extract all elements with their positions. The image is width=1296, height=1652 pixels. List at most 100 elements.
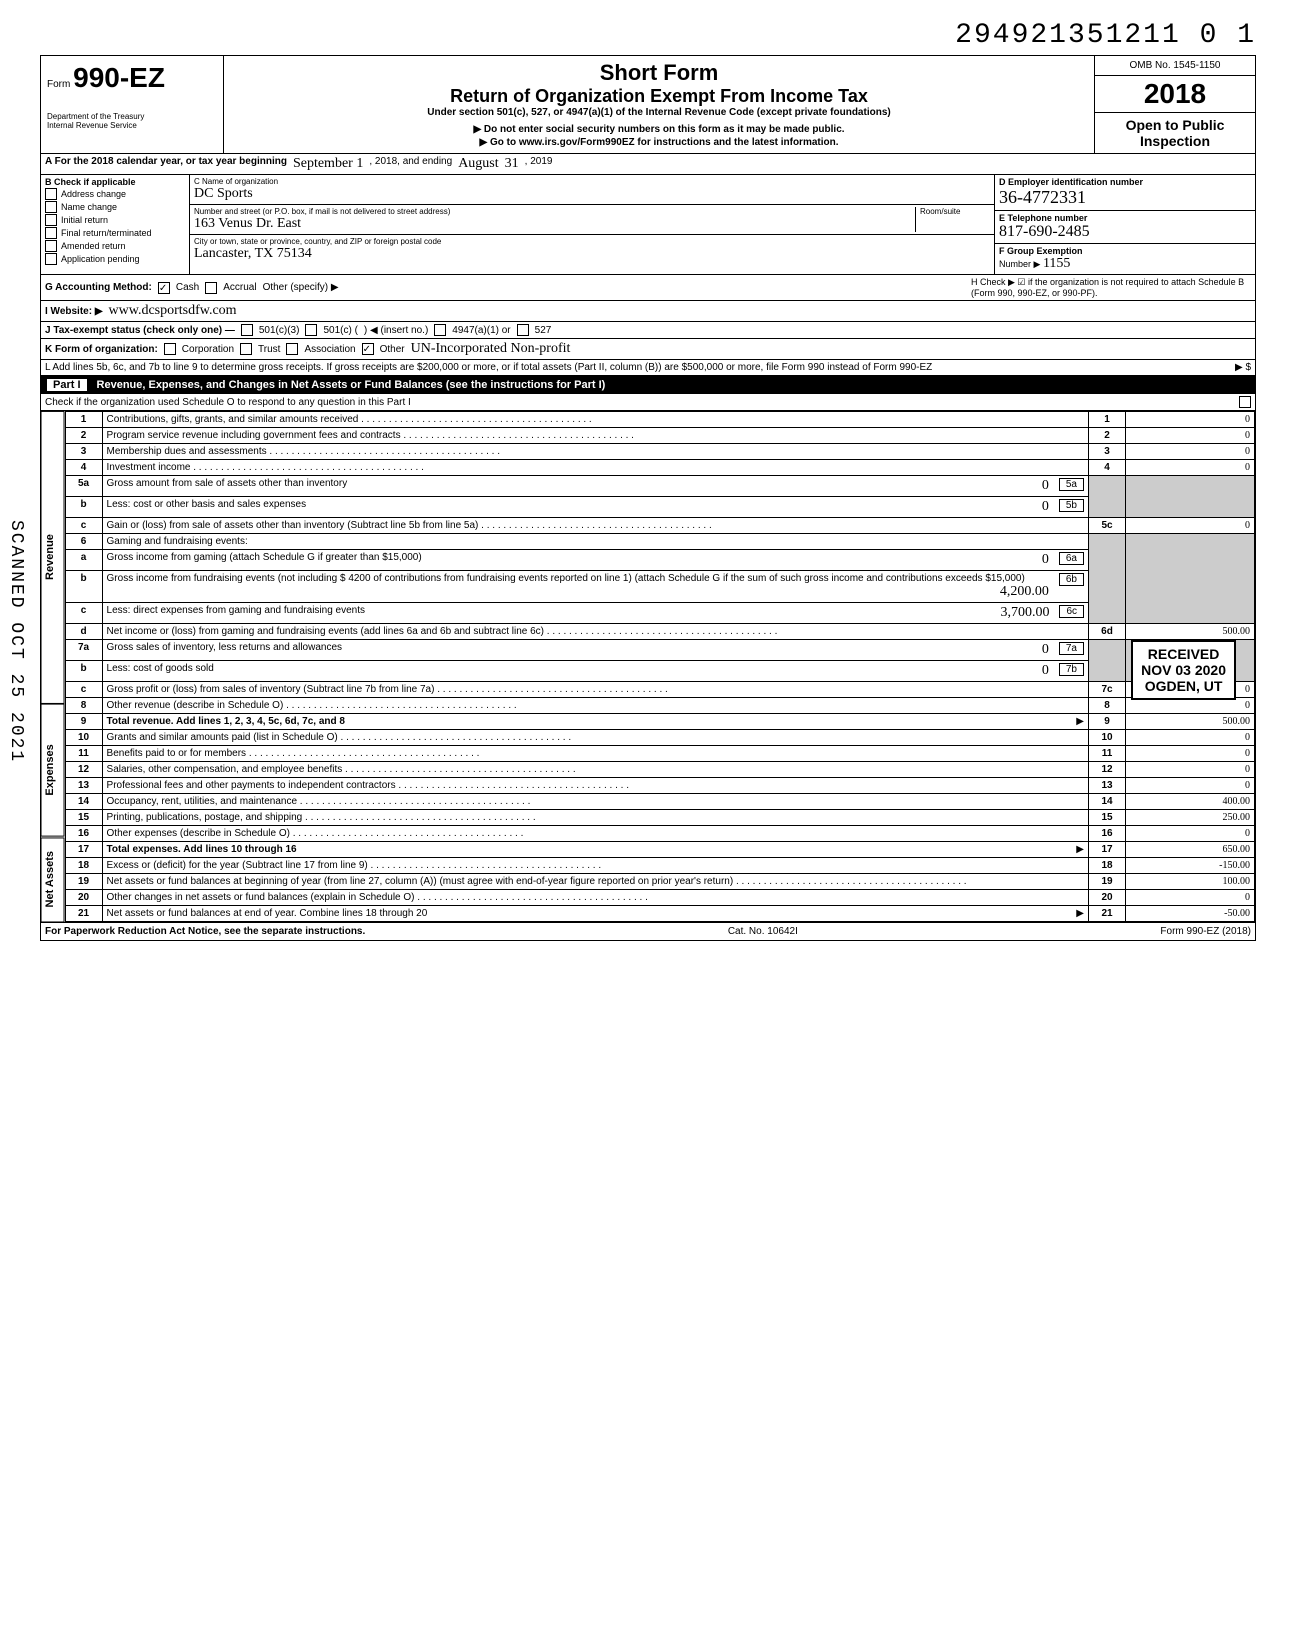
org-name: DC Sports xyxy=(194,186,990,202)
chk-initial-return[interactable] xyxy=(45,214,57,226)
inspection: Inspection xyxy=(1099,133,1251,149)
k-o1: Corporation xyxy=(182,344,234,355)
part1-label: Part I xyxy=(47,379,87,391)
l-arrow: ▶ $ xyxy=(1235,362,1251,373)
row-a-endyear: , 2019 xyxy=(525,156,553,172)
chk-final-return[interactable] xyxy=(45,227,57,239)
header-center: Short Form Return of Organization Exempt… xyxy=(224,56,1095,153)
j-label: J Tax-exempt status (check only one) — xyxy=(45,325,235,336)
side-expenses: Expenses xyxy=(41,704,65,837)
org-city: Lancaster, TX 75134 xyxy=(194,246,990,262)
b-item-3: Final return/terminated xyxy=(61,228,152,238)
c-street-label: Number and street (or P.O. box, if mail … xyxy=(194,207,909,216)
j-o2b: ) ◀ (insert no.) xyxy=(364,325,428,336)
row-g-accounting: G Accounting Method: ✓ Cash Accrual Other… xyxy=(41,275,1255,301)
b-item-1: Name change xyxy=(61,202,117,212)
side-net-assets: Net Assets xyxy=(41,837,65,922)
part1-check-text: Check if the organization used Schedule … xyxy=(45,397,411,408)
j-o1: 501(c)(3) xyxy=(259,325,300,336)
warning-ssn: ▶ Do not enter social security numbers o… xyxy=(230,124,1088,135)
i-label: I Website: ▶ xyxy=(45,306,103,317)
chk-address-change[interactable] xyxy=(45,188,57,200)
l-text: L Add lines 5b, 6c, and 7b to line 9 to … xyxy=(45,362,932,373)
chk-accrual[interactable] xyxy=(205,282,217,294)
h-text: H Check ▶ ☑ if the organization is not r… xyxy=(971,277,1251,298)
footer-left: For Paperwork Reduction Act Notice, see … xyxy=(45,926,365,937)
title-short-form: Short Form xyxy=(230,60,1088,86)
chk-501c[interactable] xyxy=(305,324,317,336)
g-cash: Cash xyxy=(176,282,199,293)
c-city-label: City or town, state or province, country… xyxy=(194,237,990,246)
chk-trust[interactable] xyxy=(240,343,252,355)
form-990ez: Form 990-EZ Department of the Treasury I… xyxy=(40,55,1256,941)
subtitle: Under section 501(c), 527, or 4947(a)(1)… xyxy=(230,107,1088,118)
k-value: UN-Incorporated Non-profit xyxy=(411,341,571,357)
row-k-form-org: K Form of organization: Corporation Trus… xyxy=(41,339,1255,360)
document-number: 294921351211 0 1 xyxy=(40,20,1256,51)
k-o2: Trust xyxy=(258,344,280,355)
j-o3: 4947(a)(1) or xyxy=(452,325,510,336)
chk-501c3[interactable] xyxy=(241,324,253,336)
line-6c: cLess: direct expenses from gaming and f… xyxy=(65,603,1254,624)
title-return: Return of Organization Exempt From Incom… xyxy=(230,86,1088,107)
g-accrual: Accrual xyxy=(223,282,256,293)
chk-527[interactable] xyxy=(517,324,529,336)
line-5a: 5aGross amount from sale of assets other… xyxy=(65,476,1254,497)
g-other: Other (specify) ▶ xyxy=(263,282,339,293)
line-18: 18Excess or (deficit) for the year (Subt… xyxy=(65,858,1254,874)
b-header: B Check if applicable xyxy=(45,177,136,187)
b-item-0: Address change xyxy=(61,189,126,199)
col-b-checks: B Check if applicable Address change Nam… xyxy=(41,175,190,274)
line-6: 6Gaming and fundraising events: xyxy=(65,534,1254,550)
part1-header: Part I Revenue, Expenses, and Changes in… xyxy=(41,376,1255,394)
f-label: F Group Exemption xyxy=(999,246,1083,256)
line-5c: cGain or (loss) from sale of assets othe… xyxy=(65,518,1254,534)
line-7a: 7aGross sales of inventory, less returns… xyxy=(65,640,1254,661)
chk-other-org[interactable]: ✓ xyxy=(362,343,374,355)
chk-amended-return[interactable] xyxy=(45,240,57,252)
lines-table: 1Contributions, gifts, grants, and simil… xyxy=(65,411,1255,922)
side-labels: Revenue Expenses Net Assets xyxy=(41,411,65,922)
line-6b: bGross income from fundraising events (n… xyxy=(65,571,1254,603)
line-4: 4Investment income40 xyxy=(65,460,1254,476)
line-14: 14Occupancy, rent, utilities, and mainte… xyxy=(65,794,1254,810)
b-item-2: Initial return xyxy=(61,215,108,225)
received-l3: OGDEN, UT xyxy=(1141,678,1226,694)
part1-body: Revenue Expenses Net Assets 1Contributio… xyxy=(41,411,1255,922)
line-5b: bLess: cost or other basis and sales exp… xyxy=(65,497,1254,518)
b-item-4: Amended return xyxy=(61,241,126,251)
line-10: 10Grants and similar amounts paid (list … xyxy=(65,730,1254,746)
form-number: 990-EZ xyxy=(73,62,165,93)
line-19: 19Net assets or fund balances at beginni… xyxy=(65,874,1254,890)
line-7c: cGross profit or (loss) from sales of in… xyxy=(65,682,1254,698)
header-right: OMB No. 1545-1150 2018 Open to Public In… xyxy=(1095,56,1255,153)
year-end-day: 31 xyxy=(505,156,519,172)
chk-schedule-o[interactable] xyxy=(1239,396,1251,408)
chk-application-pending[interactable] xyxy=(45,253,57,265)
received-l1: RECEIVED xyxy=(1141,646,1226,662)
scanned-stamp: SCANNED OCT 25 2021 xyxy=(6,520,26,763)
website: www.dcsportsdfw.com xyxy=(109,303,237,319)
line-1: 1Contributions, gifts, grants, and simil… xyxy=(65,412,1254,428)
year-begin: September 1 xyxy=(293,156,363,172)
telephone: 817-690-2485 xyxy=(999,223,1090,240)
row-a-label: A For the 2018 calendar year, or tax yea… xyxy=(45,156,287,172)
tax-year: 2018 xyxy=(1095,76,1255,112)
line-11: 11Benefits paid to or for members110 xyxy=(65,746,1254,762)
chk-corp[interactable] xyxy=(164,343,176,355)
received-l2: NOV 03 2020 xyxy=(1141,662,1226,678)
chk-name-change[interactable] xyxy=(45,201,57,213)
dept-irs: Internal Revenue Service xyxy=(47,121,217,130)
chk-assoc[interactable] xyxy=(286,343,298,355)
g-label: G Accounting Method: xyxy=(45,282,152,293)
year-end-month: August xyxy=(458,156,498,172)
line-16: 16Other expenses (describe in Schedule O… xyxy=(65,826,1254,842)
group-exemption: 1155 xyxy=(1043,256,1070,271)
part1-check-line: Check if the organization used Schedule … xyxy=(41,394,1255,411)
line-6a: aGross income from gaming (attach Schedu… xyxy=(65,550,1254,571)
chk-cash[interactable]: ✓ xyxy=(158,282,170,294)
chk-4947[interactable] xyxy=(434,324,446,336)
open-public: Open to Public xyxy=(1099,117,1251,133)
org-street: 163 Venus Dr. East xyxy=(194,216,909,232)
form-prefix: Form xyxy=(47,79,70,90)
